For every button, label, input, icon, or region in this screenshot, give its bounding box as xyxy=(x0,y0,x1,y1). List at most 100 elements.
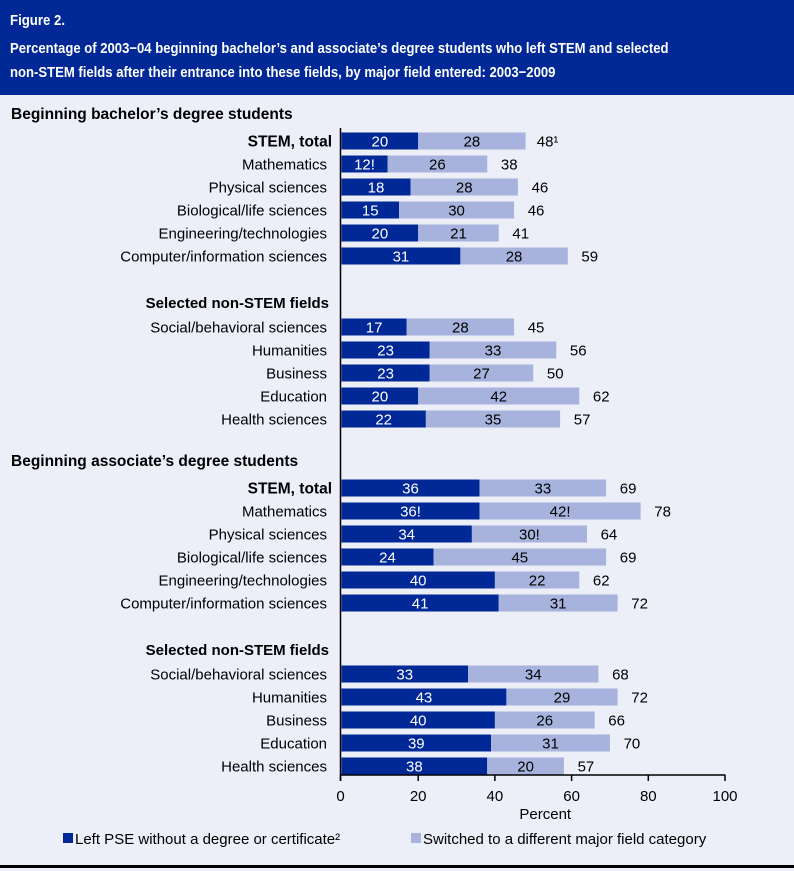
category-label: Engineering/technologies xyxy=(159,226,327,243)
data-label-total: 59 xyxy=(581,249,598,266)
data-label-switched: 31 xyxy=(542,736,559,753)
data-label-switched: 21 xyxy=(450,226,467,243)
data-label-switched: 42 xyxy=(490,389,507,406)
data-label-total: 62 xyxy=(593,573,610,590)
bar-switched xyxy=(418,224,499,242)
bar-switched xyxy=(418,132,526,150)
legend-label-left_pse: Left PSE without a degree or certificate… xyxy=(75,831,340,848)
x-tick-label: 0 xyxy=(336,788,344,805)
data-label-switched: 30 xyxy=(448,203,465,220)
data-label-left-pse: 22 xyxy=(375,412,392,429)
bar-switched xyxy=(471,525,587,543)
data-label-switched: 29 xyxy=(554,690,571,707)
data-label-switched: 28 xyxy=(456,180,473,197)
x-axis-title: Percent xyxy=(519,806,572,823)
bar-left-pse xyxy=(341,132,419,150)
data-label-switched: 22 xyxy=(529,573,546,590)
bar-switched xyxy=(425,410,561,428)
bar-left-pse xyxy=(341,318,407,336)
data-label-switched: 28 xyxy=(506,249,523,266)
category-label: Biological/life sciences xyxy=(177,203,327,220)
figure-title-line-1: Percentage of 2003−04 beginning bachelor… xyxy=(10,40,669,57)
bar-switched xyxy=(498,594,618,612)
data-label-left-pse: 24 xyxy=(379,550,396,567)
data-label-left-pse: 36 xyxy=(402,481,419,498)
figure-title: Percentage of 2003−04 beginning bachelor… xyxy=(10,37,778,85)
data-label-total: 78 xyxy=(654,504,671,521)
bar-switched xyxy=(433,548,607,566)
data-label-total: 72 xyxy=(631,690,648,707)
data-label-switched: 34 xyxy=(525,667,542,684)
data-label-left-pse: 41 xyxy=(412,596,429,613)
figure-header: Figure 2. Percentage of 2003−04 beginnin… xyxy=(0,0,794,95)
bar-switched xyxy=(468,665,599,683)
bar-switched xyxy=(479,502,641,520)
category-label: Business xyxy=(266,713,327,730)
category-label: Social/behavioral sciences xyxy=(150,667,327,684)
data-label-total: 45 xyxy=(528,320,545,337)
x-tick-label: 80 xyxy=(640,788,657,805)
bar-switched xyxy=(491,734,610,752)
bar-switched xyxy=(506,688,618,706)
bar-switched xyxy=(418,387,580,405)
category-label: Education xyxy=(260,389,327,406)
data-label-switched: 33 xyxy=(485,343,502,360)
category-label: Business xyxy=(266,366,327,383)
category-label: Humanities xyxy=(252,343,327,360)
legend-label-switched: Switched to a different major field cate… xyxy=(423,831,707,848)
bar-left-pse xyxy=(341,364,430,382)
category-label: Mathematics xyxy=(242,504,327,521)
subgroup-heading: Selected non-STEM fields xyxy=(146,642,329,659)
stacked-bar-chart: Beginning bachelor’s degree students STEM… xyxy=(11,106,738,848)
data-label-total: 50 xyxy=(547,366,564,383)
category-label: Education xyxy=(260,736,327,753)
data-label-total: 64 xyxy=(601,527,618,544)
category-label: STEM, total xyxy=(248,134,332,151)
bar-switched xyxy=(460,247,568,265)
data-label-switched: 35 xyxy=(485,412,502,429)
bottom-rule xyxy=(0,865,794,868)
data-label-left-pse: 33 xyxy=(396,667,413,684)
category-label: Physical sciences xyxy=(209,527,327,544)
category-label: STEM, total xyxy=(248,481,332,498)
bar-left-pse xyxy=(341,479,480,497)
data-label-switched: 28 xyxy=(464,134,481,151)
data-label-switched: 33 xyxy=(534,481,551,498)
data-label-switched: 31 xyxy=(550,596,567,613)
bar-switched xyxy=(399,201,515,219)
category-label: Humanities xyxy=(252,690,327,707)
data-label-total: 41 xyxy=(512,226,529,243)
bar-switched xyxy=(494,711,595,729)
bar-left-pse xyxy=(341,247,461,265)
data-label-left-pse: 12! xyxy=(354,157,375,174)
x-tick-label: 100 xyxy=(712,788,737,805)
data-label-total: 56 xyxy=(570,343,587,360)
data-label-switched: 28 xyxy=(452,320,469,337)
bar-left-pse xyxy=(341,688,507,706)
data-label-total: 68 xyxy=(612,667,629,684)
data-label-left-pse: 31 xyxy=(393,249,410,266)
data-label-switched: 26 xyxy=(536,713,553,730)
bar-left-pse xyxy=(341,410,426,428)
legend-swatch-left_pse xyxy=(63,833,73,843)
bar-left-pse xyxy=(341,548,434,566)
bar-left-pse xyxy=(341,711,495,729)
legend-swatch-switched xyxy=(411,833,421,843)
category-label: Computer/information sciences xyxy=(120,596,327,613)
x-tick-label: 20 xyxy=(410,788,427,805)
data-label-total: 72 xyxy=(631,596,648,613)
category-label: Health sciences xyxy=(221,759,327,776)
data-label-left-pse: 34 xyxy=(398,527,415,544)
data-label-total: 57 xyxy=(574,412,591,429)
bar-switched xyxy=(494,571,580,589)
data-label-total: 46 xyxy=(532,180,549,197)
data-label-switched: 27 xyxy=(473,366,490,383)
category-label: Engineering/technologies xyxy=(159,573,327,590)
category-label: Computer/information sciences xyxy=(120,249,327,266)
data-label-left-pse: 36! xyxy=(400,504,421,521)
data-label-total: 69 xyxy=(620,481,637,498)
subgroup-heading: Selected non-STEM fields xyxy=(146,295,329,312)
bar-left-pse xyxy=(341,502,480,520)
data-label-left-pse: 20 xyxy=(372,226,389,243)
category-label: Biological/life sciences xyxy=(177,550,327,567)
